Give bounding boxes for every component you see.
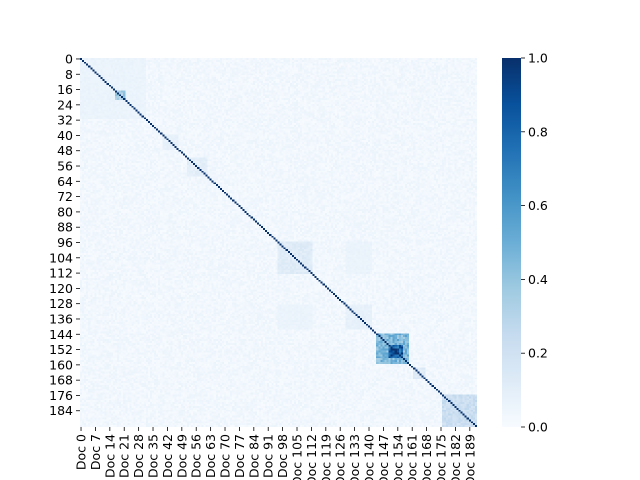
y-tick-label: 56 [57,159,73,174]
x-axis-ticks: Doc 0 Doc 7 Doc 14 Doc 21 Doc 28 Doc 35 Doc 42… [74,427,477,480]
x-tick-label: Doc 0 [74,434,89,470]
colorbar-tick-label: 1.0 [528,51,548,66]
x-tick-label: Doc 14 [102,434,117,478]
x-tick-label: Doc 49 [174,434,189,478]
y-tick-label: 48 [57,143,73,158]
x-tick-label: Doc 140 [362,434,377,480]
y-tick-label: 24 [57,97,73,112]
x-tick-label: Doc 21 [117,434,132,478]
y-tick-label: 16 [57,82,73,97]
y-tick-label: 176 [49,388,73,403]
y-axis-ticks: 0816243240485664728088961041121201281361… [49,51,80,418]
x-tick-label: Doc 98 [275,434,290,478]
y-tick-label: 8 [65,67,73,82]
y-tick-label: 64 [57,174,73,189]
x-tick-label: Doc 168 [419,434,434,480]
colorbar-tick-label: 0.4 [528,272,548,287]
x-tick-label: Doc 147 [376,434,391,480]
y-tick-label: 80 [57,204,73,219]
x-tick-label: Doc 133 [347,434,362,480]
x-tick-label: Doc 42 [160,434,175,478]
colorbar: 0.0 0.2 0.4 0.6 0.8 1.0 [502,51,548,435]
y-tick-label: 184 [49,403,73,418]
x-tick-label: Doc 189 [462,434,477,480]
x-tick-label: Doc 7 [88,434,103,470]
y-tick-label: 112 [49,266,73,281]
y-tick-label: 96 [57,235,73,250]
x-tick-label: Doc 175 [434,434,449,480]
y-tick-label: 104 [49,250,73,265]
x-tick-label: Doc 182 [448,434,463,480]
colorbar-tick-label: 0.2 [528,346,548,361]
x-tick-label: Doc 63 [203,434,218,478]
x-tick-label: Doc 77 [232,434,247,478]
colorbar-tick-label: 0.0 [528,420,548,435]
y-tick-label: 0 [65,51,73,66]
y-tick-label: 144 [49,327,73,342]
x-tick-label: Doc 70 [218,434,233,478]
x-tick-label: Doc 126 [333,434,348,480]
colorbar-tick-label: 0.8 [528,124,548,139]
y-tick-label: 168 [49,373,73,388]
x-tick-label: Doc 56 [189,434,204,478]
x-tick-label: Doc 28 [131,434,146,478]
colorbar-gradient [502,58,521,427]
y-tick-label: 120 [49,281,73,296]
x-tick-label: Doc 35 [146,434,161,478]
x-tick-label: Doc 119 [318,434,333,480]
y-tick-label: 136 [49,311,73,326]
x-tick-label: Doc 161 [405,434,420,480]
y-tick-label: 40 [57,128,73,143]
x-tick-label: Doc 91 [261,434,276,478]
heatmap-plot [80,58,477,427]
y-tick-label: 32 [57,113,73,128]
y-tick-label: 152 [49,342,73,357]
x-tick-label: Doc 112 [304,434,319,480]
colorbar-tick-label: 0.6 [528,198,548,213]
x-tick-label: Doc 84 [246,434,261,478]
y-tick-label: 128 [49,296,73,311]
x-tick-label: Doc 105 [290,434,305,480]
x-tick-label: Doc 154 [390,434,405,480]
y-tick-label: 72 [57,189,73,204]
heatmap-cells [80,58,477,427]
y-tick-label: 88 [57,220,73,235]
y-tick-label: 160 [49,357,73,372]
